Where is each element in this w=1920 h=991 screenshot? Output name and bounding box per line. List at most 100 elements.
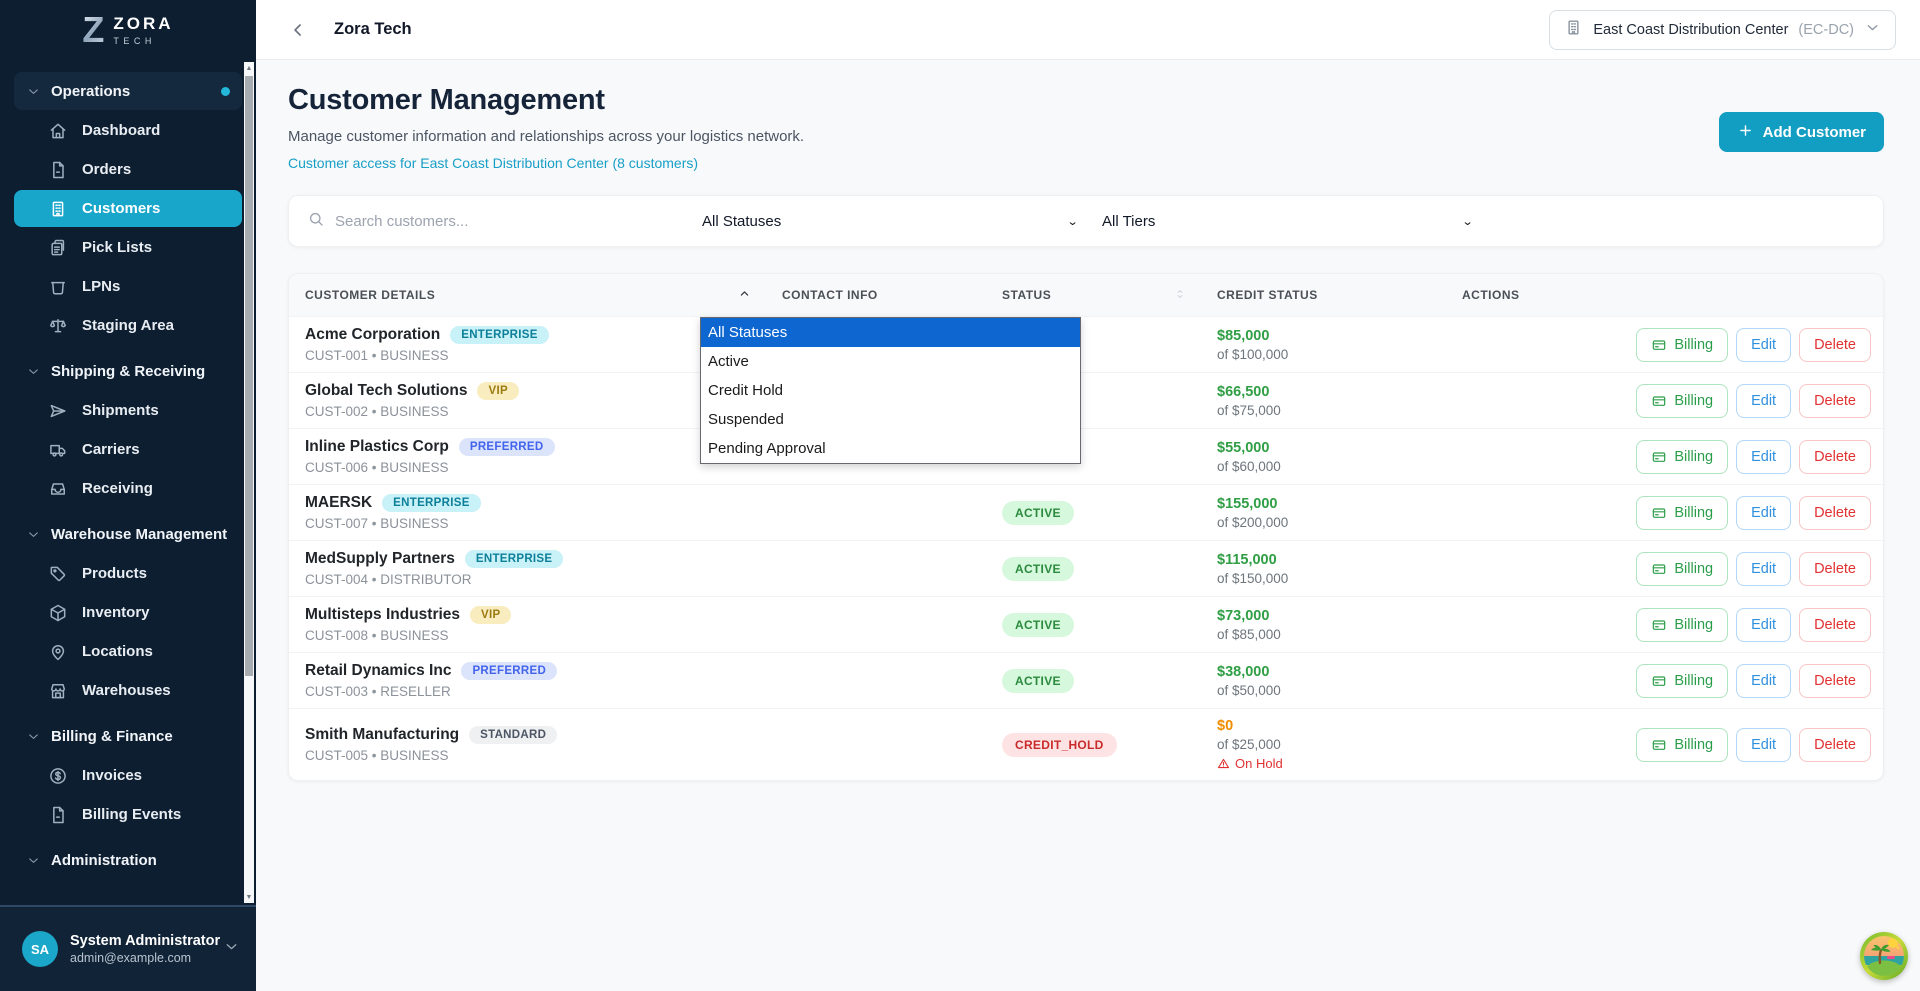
billing-button[interactable]: Billing bbox=[1636, 495, 1729, 530]
tropical-island-button[interactable] bbox=[1860, 932, 1908, 980]
building-icon bbox=[1568, 20, 1579, 35]
clipboard-icon bbox=[51, 239, 65, 255]
sidebar-item-customers[interactable]: Customers bbox=[14, 190, 242, 227]
scrollbar-thumb[interactable] bbox=[245, 76, 253, 676]
delete-button[interactable]: Delete bbox=[1799, 383, 1871, 418]
sidebar-item-locations[interactable]: Locations bbox=[14, 633, 242, 670]
add-customer-button[interactable]: Add Customer bbox=[1718, 112, 1884, 152]
customer-name: MedSupply Partners bbox=[305, 550, 455, 567]
chevron-down-icon bbox=[29, 531, 38, 537]
sidebar-item-invoices[interactable]: Invoices bbox=[14, 757, 242, 794]
credit-limit: of $150,000 bbox=[1217, 570, 1289, 586]
logo-wordmark: ZORA TECH bbox=[113, 14, 173, 46]
delete-button[interactable]: Delete bbox=[1799, 327, 1871, 362]
billing-button[interactable]: Billing bbox=[1636, 607, 1729, 642]
sidebar-item-pick-lists[interactable]: Pick Lists bbox=[14, 229, 242, 266]
customer-details-cell: Global Tech Solutions VIP CUST-002 • BUS… bbox=[289, 373, 766, 428]
billing-button[interactable]: Billing bbox=[1636, 327, 1729, 362]
delete-button[interactable]: Delete bbox=[1799, 551, 1871, 586]
delete-button[interactable]: Delete bbox=[1799, 495, 1871, 530]
column-header-actions[interactable]: ACTIONS bbox=[1446, 288, 1883, 302]
column-label: STATUS bbox=[1002, 288, 1052, 302]
credit-status-cell: $85,000 of $100,000 bbox=[1201, 317, 1446, 372]
column-header-credit-status[interactable]: CREDIT STATUS bbox=[1201, 288, 1446, 302]
sidebar-item-receiving[interactable]: Receiving bbox=[14, 470, 242, 507]
section-header-administration[interactable]: Administration bbox=[14, 841, 242, 879]
nav-section-operations: Operations Dashboard Orders Customers Pick L… bbox=[14, 72, 242, 344]
dollar-icon bbox=[50, 767, 66, 784]
edit-button[interactable]: Edit bbox=[1736, 663, 1792, 698]
scroll-up-arrow-icon[interactable]: ▲ bbox=[245, 64, 253, 72]
facility-selector[interactable]: East Coast Distribution Center (EC-DC) bbox=[1549, 9, 1896, 50]
edit-button[interactable]: Edit bbox=[1736, 495, 1792, 530]
dropdown-option-active[interactable]: Active bbox=[708, 353, 749, 370]
edit-button[interactable]: Edit bbox=[1736, 327, 1792, 362]
billing-button[interactable]: Billing bbox=[1636, 727, 1729, 762]
status-badge: ACTIVE bbox=[1002, 500, 1074, 525]
billing-button[interactable]: Billing bbox=[1636, 551, 1729, 586]
sidebar-item-lpns[interactable]: LPNs bbox=[14, 268, 242, 305]
tag-icon bbox=[50, 566, 66, 581]
credit-status-cell: $0 of $25,000 On Hold bbox=[1201, 709, 1446, 780]
sidebar-item-staging-area[interactable]: Staging Area bbox=[14, 307, 242, 344]
customer-details-cell: Smith Manufacturing STANDARD CUST-005 • … bbox=[289, 709, 766, 780]
sidebar-item-shipments[interactable]: Shipments bbox=[14, 392, 242, 429]
page-title: Customer Management bbox=[288, 84, 605, 116]
scroll-down-arrow-icon[interactable]: ▼ bbox=[245, 893, 253, 901]
billing-button[interactable]: Billing bbox=[1636, 383, 1729, 418]
sidebar-item-label: Receiving bbox=[82, 480, 153, 497]
edit-button[interactable]: Edit bbox=[1736, 551, 1792, 586]
back-button[interactable] bbox=[284, 16, 312, 44]
section-header-shipping-receiving[interactable]: Shipping & Receiving bbox=[14, 352, 242, 390]
delete-button[interactable]: Delete bbox=[1799, 439, 1871, 474]
customer-details-cell: MAERSK ENTERPRISE CUST-007 • BUSINESS bbox=[289, 485, 766, 540]
edit-button[interactable]: Edit bbox=[1736, 607, 1792, 642]
status-dropdown-list: All Statuses Active Credit Hold Suspended Pe… bbox=[700, 317, 1081, 464]
contact-info-cell bbox=[766, 485, 986, 540]
search-input[interactable] bbox=[335, 212, 635, 230]
sidebar-item-products[interactable]: Products bbox=[14, 555, 242, 592]
facility-code: (EC-DC) bbox=[1798, 21, 1854, 38]
section-header-warehouse-management[interactable]: Warehouse Management bbox=[14, 515, 242, 553]
status-badge: ACTIVE bbox=[1002, 556, 1074, 581]
dropdown-option-suspended[interactable]: Suspended bbox=[708, 411, 784, 428]
column-header-customer-details[interactable]: CUSTOMER DETAILS bbox=[289, 286, 766, 304]
sidebar-nav: Operations Dashboard Orders Customers Pick L… bbox=[0, 60, 256, 905]
billing-button[interactable]: Billing bbox=[1636, 663, 1729, 698]
sidebar-item-inventory[interactable]: Inventory bbox=[14, 594, 242, 631]
section-header-billing-finance[interactable]: Billing & Finance bbox=[14, 717, 242, 755]
sidebar-item-warehouses[interactable]: Warehouses bbox=[14, 672, 242, 709]
delete-button[interactable]: Delete bbox=[1799, 607, 1871, 642]
billing-button[interactable]: Billing bbox=[1636, 439, 1729, 474]
edit-button[interactable]: Edit bbox=[1736, 439, 1792, 474]
dropdown-option-pending-approval[interactable]: Pending Approval bbox=[708, 440, 826, 457]
sidebar-item-billing-events[interactable]: Billing Events bbox=[14, 796, 242, 833]
section-header-operations[interactable]: Operations bbox=[14, 72, 242, 110]
delete-button[interactable]: Delete bbox=[1799, 663, 1871, 698]
card-icon bbox=[1653, 395, 1666, 406]
sidebar-item-dashboard[interactable]: Dashboard bbox=[14, 112, 242, 149]
customer-meta: CUST-001 • BUSINESS bbox=[305, 348, 449, 363]
dropdown-option-credit-hold[interactable]: Credit Hold bbox=[708, 382, 784, 399]
customer-access-link[interactable]: Customer access for East Coast Distribut… bbox=[288, 155, 699, 171]
column-header-status[interactable]: STATUS bbox=[986, 287, 1201, 304]
edit-button[interactable]: Edit bbox=[1736, 383, 1792, 418]
table-row-multisteps-industries: Multisteps Industries VIP CUST-008 • BUS… bbox=[289, 596, 1883, 652]
dropdown-option-all-statuses[interactable]: All Statuses bbox=[701, 318, 1080, 347]
section-label: Operations bbox=[51, 82, 131, 100]
actions-cell: Billing Edit Delete bbox=[1446, 373, 1883, 428]
sidebar-scrollbar[interactable]: ▲ ▼ bbox=[244, 62, 254, 903]
column-header-contact-info[interactable]: CONTACT INFO bbox=[766, 288, 986, 302]
delete-button[interactable]: Delete bbox=[1799, 727, 1871, 762]
pin-icon bbox=[51, 644, 65, 660]
chevron-down-icon bbox=[223, 938, 240, 960]
sidebar-item-orders[interactable]: Orders bbox=[14, 151, 242, 188]
user-menu[interactable]: SA System Administrator admin@example.co… bbox=[0, 905, 256, 991]
edit-button[interactable]: Edit bbox=[1736, 727, 1792, 762]
sidebar-item-label: Carriers bbox=[82, 441, 140, 458]
sidebar-item-carriers[interactable]: Carriers bbox=[14, 431, 242, 468]
select-arrow-icon: ⌄ bbox=[1066, 215, 1079, 228]
status-filter-select[interactable]: All Statuses ⌄ bbox=[702, 212, 1079, 230]
actions-cell: Billing Edit Delete bbox=[1446, 709, 1883, 780]
tier-filter-select[interactable]: All Tiers ⌄ bbox=[1102, 212, 1474, 230]
